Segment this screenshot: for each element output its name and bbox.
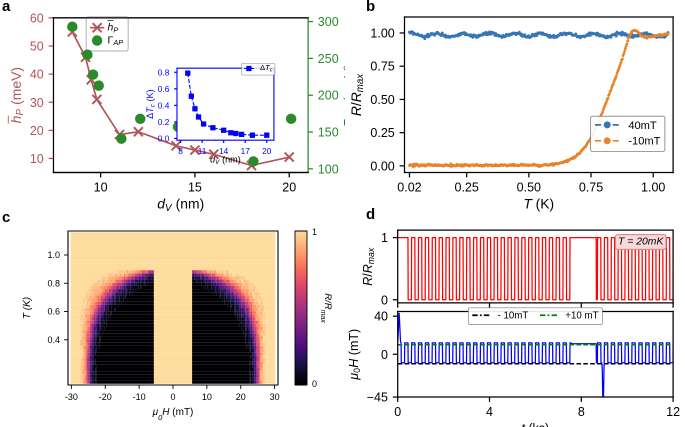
svg-text:60: 60 <box>30 11 44 25</box>
svg-text:1.00: 1.00 <box>370 27 394 41</box>
svg-text:0: 0 <box>381 348 388 362</box>
svg-text:0.25: 0.25 <box>455 180 479 194</box>
svg-text:0.75: 0.75 <box>370 60 394 74</box>
svg-text:10: 10 <box>30 152 44 166</box>
svg-text:t ( k: t ( k s ) <box>521 412 551 427</box>
svg-text:0: 0 <box>312 379 317 389</box>
svg-text:h P (: h P ( m e V ) <box>1 65 28 123</box>
svg-text:μ H 0: μ H 0 ( m T ) <box>345 327 365 381</box>
svg-text:-10: -10 <box>133 392 146 402</box>
svg-text:d V (: d V ( n m ) <box>210 142 244 169</box>
svg-text:- 10mT: - 10mT <box>498 311 529 322</box>
svg-text:11: 11 <box>198 146 207 156</box>
svg-text:30: 30 <box>270 392 280 402</box>
svg-text:30: 30 <box>30 96 44 110</box>
svg-text:+10 mT: +10 mT <box>565 311 598 322</box>
svg-text:40: 40 <box>30 68 44 82</box>
svg-text:-30: -30 <box>65 392 78 402</box>
svg-text:0.02: 0.02 <box>397 180 421 194</box>
svg-text:12: 12 <box>666 405 680 419</box>
svg-text:1: 1 <box>312 227 317 237</box>
svg-text:8: 8 <box>178 146 183 156</box>
svg-text:Γ ( m: Γ ( m e V ) A P <box>333 58 345 127</box>
svg-text:0.8: 0.8 <box>158 67 170 77</box>
svg-text:20: 20 <box>30 124 44 138</box>
svg-text:−45: −45 <box>367 391 388 405</box>
svg-text:10: 10 <box>202 392 212 402</box>
svg-text:T = 20mK: T = 20mK <box>618 237 664 248</box>
svg-text:10: 10 <box>94 180 108 194</box>
svg-text:0.4: 0.4 <box>158 100 170 110</box>
svg-text:20: 20 <box>282 180 296 194</box>
svg-text:0: 0 <box>381 293 388 307</box>
svg-text:0.25: 0.25 <box>370 126 394 140</box>
svg-text:300: 300 <box>318 15 339 29</box>
svg-text:0.6: 0.6 <box>158 84 170 94</box>
svg-text:0.0: 0.0 <box>158 134 170 144</box>
svg-text:-10mT: -10mT <box>628 136 660 148</box>
svg-text:20: 20 <box>262 146 272 156</box>
svg-text:8: 8 <box>578 405 585 419</box>
svg-text:0.8: 0.8 <box>47 278 60 288</box>
svg-text:150: 150 <box>318 126 339 140</box>
svg-text:1.0: 1.0 <box>47 250 60 260</box>
svg-text:T (K): T (K) <box>22 297 33 319</box>
svg-text:4: 4 <box>486 405 493 419</box>
svg-text:0.6: 0.6 <box>47 307 60 317</box>
svg-text:40: 40 <box>374 310 388 324</box>
svg-text:50: 50 <box>30 40 44 54</box>
svg-text:0.00: 0.00 <box>370 159 394 173</box>
svg-text:1.00: 1.00 <box>641 180 665 194</box>
svg-text:20: 20 <box>236 392 246 402</box>
svg-text:0.4: 0.4 <box>47 335 60 345</box>
svg-text:0.75: 0.75 <box>579 180 603 194</box>
svg-text:-20: -20 <box>99 392 112 402</box>
svg-text:40mT: 40mT <box>628 120 657 132</box>
svg-text:100: 100 <box>318 162 339 176</box>
svg-text:0.50: 0.50 <box>370 93 394 107</box>
svg-text:0: 0 <box>170 392 175 402</box>
svg-text:0: 0 <box>394 405 401 419</box>
svg-text:1: 1 <box>381 231 388 245</box>
svg-text:0.2: 0.2 <box>158 117 170 127</box>
